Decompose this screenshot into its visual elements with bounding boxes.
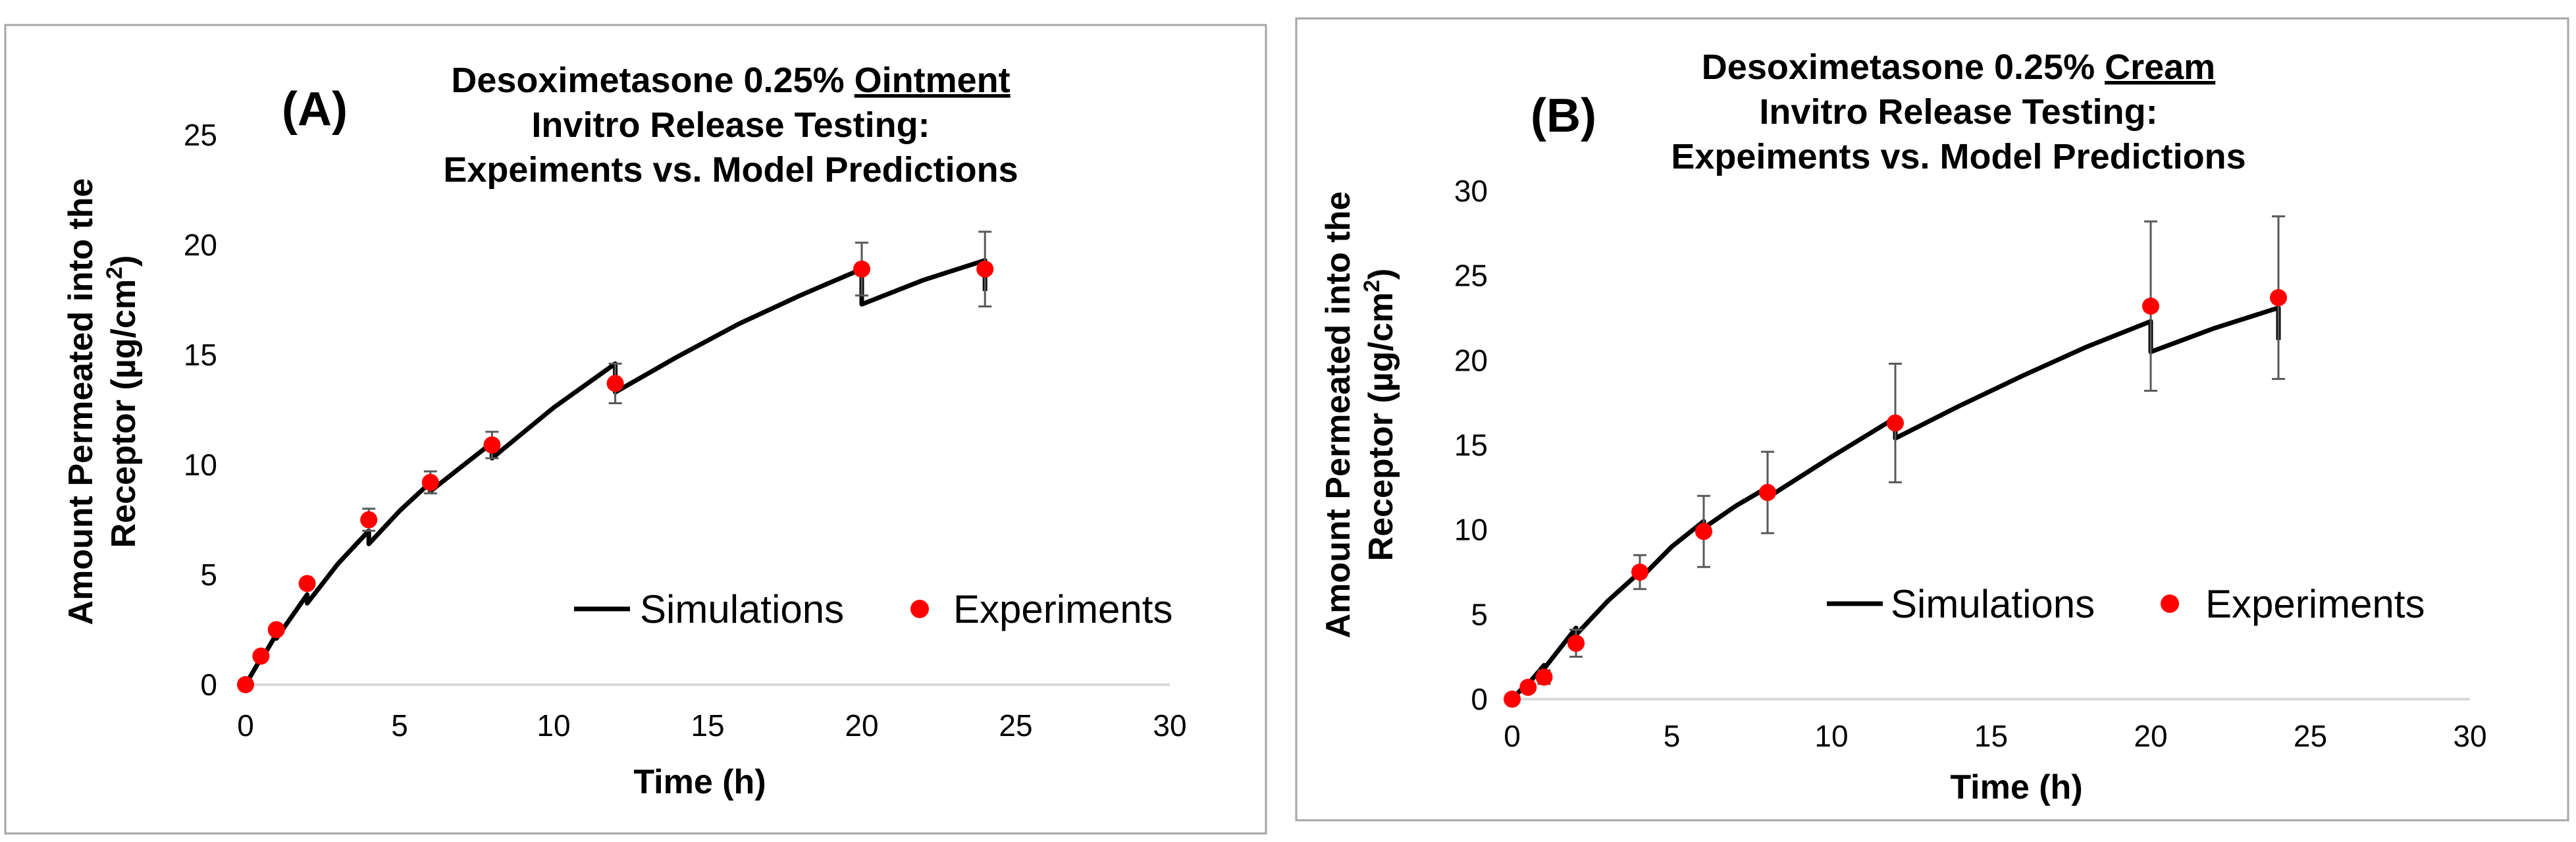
panel-b-title-line2: Invitro Release Testing: (1759, 92, 2157, 132)
experiment-point (2142, 297, 2159, 315)
x-tick-label: 20 (2134, 719, 2167, 753)
panel-a-legend-exp-swatch (910, 600, 929, 618)
experiment-point (1519, 678, 1537, 696)
panel-a-legend-exp-label: Experiments (953, 587, 1172, 631)
panel-b-title: Desoximetasone 0.25% Cream Invitro Relea… (1671, 47, 2246, 176)
panel-a-simulation-series (243, 257, 987, 686)
experiment-point (1567, 635, 1585, 652)
y-tick-label: 5 (200, 558, 217, 592)
panel-a-legend: Simulations Experiments (574, 587, 1172, 631)
experiment-point (237, 676, 254, 693)
panel-a-ylabel-line2: Receptor (µg/cm2) (102, 255, 143, 548)
simulation-line (243, 257, 987, 686)
panel-b-y-axis-title: Amount Permeated into the Receptor (µg/c… (1319, 192, 1400, 639)
panel-a-x-tick-labels: 0 5 10 15 20 25 30 (237, 708, 1186, 743)
panel-b-experiment-series (1504, 289, 2287, 708)
panel-a-chart: (A) Desoximetasone 0.25% Ointment Invitr… (4, 24, 1267, 835)
panel-b-legend-exp-swatch (2161, 594, 2179, 613)
panel-b-ylabel-sup: 2 (1359, 280, 1384, 292)
y-tick-label: 25 (1454, 259, 1488, 293)
y-tick-label: 20 (1454, 343, 1488, 377)
x-tick-label: 0 (1504, 719, 1521, 753)
panel-a-title: Desoximetasone 0.25% Ointment Invitro Re… (443, 61, 1018, 190)
experiment-point (853, 260, 870, 278)
x-tick-label: 5 (391, 708, 408, 743)
experiment-point (267, 621, 285, 639)
panel-a-frame (4, 24, 1267, 835)
panel-a-legend-sim-label: Simulations (640, 587, 844, 631)
panel-a-ylabel-sup: 2 (102, 267, 127, 279)
panel-b-legend: Simulations Experiments (1827, 582, 2425, 626)
panel-b-legend-exp-label: Experiments (2205, 582, 2425, 626)
x-tick-label: 10 (537, 708, 570, 743)
panel-a-label: (A) (282, 83, 348, 136)
y-tick-label: 30 (1454, 174, 1488, 208)
x-tick-label: 25 (2294, 719, 2327, 753)
panel-b-x-axis-title: Time (h) (1950, 768, 2082, 806)
x-tick-label: 25 (999, 708, 1032, 743)
y-tick-label: 15 (184, 338, 217, 372)
panel-b-title-emphasis: Cream (2105, 47, 2215, 87)
panel-a-title-line1: Desoximetasone 0.25% Ointment (451, 61, 1010, 100)
y-tick-label: 20 (184, 228, 217, 262)
experiment-point (1504, 691, 1521, 708)
experiment-point (1631, 564, 1648, 581)
panel-a-experiment-series (237, 260, 994, 693)
panel-a-y-axis-title: Amount Permeated into the Receptor (µg/c… (62, 178, 143, 625)
panel-b-title-line3: Expeiments vs. Model Predictions (1671, 137, 2246, 176)
y-tick-label: 10 (184, 448, 217, 482)
panel-a-ylabel-line1: Amount Permeated into the (62, 178, 100, 625)
panel-b-simulation-series (1510, 305, 2281, 701)
experiment-point (421, 473, 439, 491)
simulation-line (1510, 305, 2281, 701)
y-tick-label: 0 (1471, 682, 1488, 716)
y-tick-label: 0 (200, 668, 217, 702)
panel-b-chart: (B) Desoximetasone 0.25% Cream Invitro R… (1295, 17, 2569, 822)
experiment-point (252, 647, 270, 665)
experiment-point (298, 575, 316, 592)
panel-a-title-prefix: Desoximetasone 0.25% (451, 61, 854, 100)
x-tick-label: 30 (1153, 708, 1186, 743)
panel-b-ylabel-close: ) (1362, 269, 1400, 280)
panel-b-y-tick-labels: 0 5 10 15 20 25 30 (1454, 174, 1488, 716)
experiment-point (1887, 414, 1904, 432)
panel-a-title-emphasis: Ointment (854, 61, 1011, 100)
panel-b-legend-sim-label: Simulations (1891, 582, 2095, 626)
x-tick-label: 15 (1974, 719, 2008, 753)
x-tick-label: 15 (691, 708, 724, 743)
experiment-point (483, 436, 501, 454)
panel-b-title-line1: Desoximetasone 0.25% Cream (1702, 47, 2215, 87)
x-tick-label: 5 (1664, 719, 1681, 753)
y-tick-label: 25 (184, 118, 217, 152)
x-tick-label: 20 (845, 708, 878, 743)
experiment-point (2270, 289, 2287, 307)
panel-b-label: (B) (1531, 90, 1596, 142)
panel-b-title-prefix: Desoximetasone 0.25% (1702, 47, 2105, 87)
experiment-point (360, 511, 378, 529)
panel-a-title-line3: Expeiments vs. Model Predictions (443, 150, 1018, 190)
x-tick-label: 0 (237, 708, 254, 743)
x-tick-label: 30 (2453, 719, 2486, 753)
panel-a-title-line2: Invitro Release Testing: (531, 105, 930, 145)
y-tick-label: 5 (1471, 597, 1488, 631)
panel-a-ylabel-close: ) (105, 255, 143, 267)
experiment-point (1695, 523, 1712, 540)
experiment-point (1759, 484, 1776, 502)
x-tick-label: 10 (1814, 719, 1848, 753)
panel-b-ylabel-line2: Receptor (µg/cm2) (1359, 269, 1400, 562)
experiment-point (606, 375, 624, 392)
experiment-point (976, 260, 994, 278)
panel-b-ylabel-text: Receptor (µg/cm (1362, 292, 1400, 561)
panel-a-y-tick-labels: 0 5 10 15 20 25 (184, 118, 217, 702)
panel-a-x-axis-title: Time (h) (633, 763, 766, 801)
panel-b-ylabel-line1: Amount Permeated into the (1319, 192, 1357, 639)
y-tick-label: 10 (1454, 513, 1488, 547)
y-tick-label: 15 (1454, 428, 1488, 462)
panel-a-ylabel-text: Receptor (µg/cm (105, 279, 143, 548)
experiment-point (1535, 668, 1553, 686)
panel-b-x-tick-labels: 0 5 10 15 20 25 30 (1504, 719, 2486, 753)
